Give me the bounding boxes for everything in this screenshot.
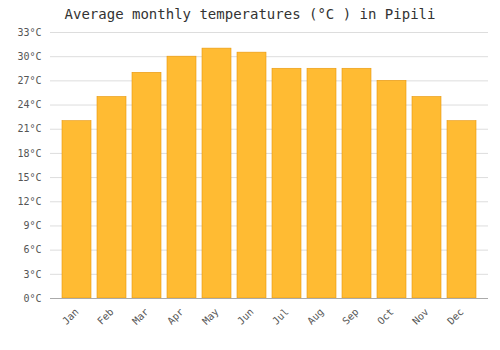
svg-text:Feb: Feb	[95, 306, 116, 327]
svg-text:12°C: 12°C	[17, 196, 41, 207]
svg-text:Jun: Jun	[235, 306, 256, 327]
svg-text:Jul: Jul	[270, 306, 291, 327]
svg-text:May: May	[200, 306, 221, 327]
svg-text:Dec: Dec	[445, 306, 466, 327]
svg-text:21°C: 21°C	[17, 123, 41, 134]
svg-text:3°C: 3°C	[23, 269, 41, 280]
svg-text:Jan: Jan	[60, 306, 81, 327]
html-text:Average monthly temperatures (: Average monthly temperatures (°C ) in Pi…	[64, 6, 436, 22]
svg-text:Nov: Nov	[410, 306, 431, 327]
svg-text:Sep: Sep	[340, 306, 361, 327]
svg-text:Oct: Oct	[375, 306, 396, 327]
svg-text:Mar: Mar	[130, 306, 151, 327]
svg-text:9°C: 9°C	[23, 220, 41, 231]
svg-text:0°C: 0°C	[23, 293, 41, 304]
svg-text:33°C: 33°C	[17, 27, 41, 38]
svg-text:Apr: Apr	[165, 306, 186, 327]
svg-text:Aug: Aug	[305, 306, 326, 327]
svg-text:18°C: 18°C	[17, 148, 41, 159]
svg-text:24°C: 24°C	[17, 99, 41, 110]
svg-text:15°C: 15°C	[17, 172, 41, 183]
svg-text:6°C: 6°C	[23, 244, 41, 255]
svg-text:30°C: 30°C	[17, 51, 41, 62]
svg-text:27°C: 27°C	[17, 75, 41, 86]
